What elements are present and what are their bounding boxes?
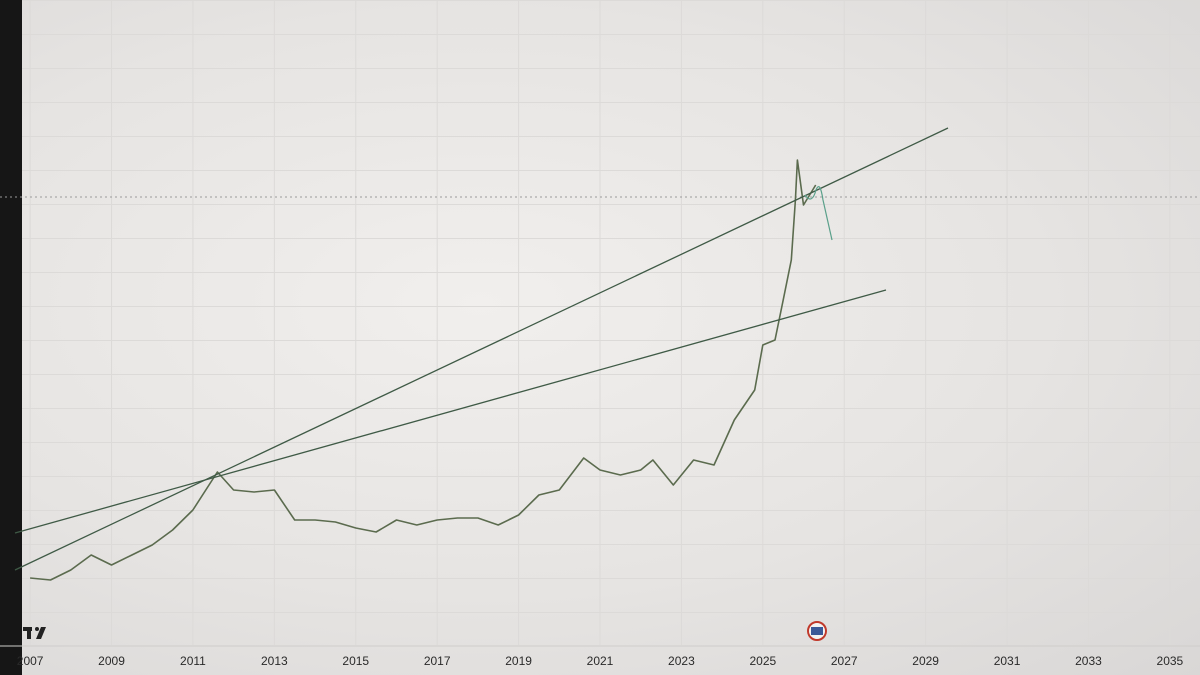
x-tick-label: 2035 [1157, 654, 1184, 668]
x-tick-label: 2025 [749, 654, 776, 668]
x-tick-label: 2027 [831, 654, 858, 668]
x-tick-label: 2021 [587, 654, 614, 668]
x-tick-label: 2007 [17, 654, 44, 668]
vertical-grid [29, 0, 1171, 645]
trend-line [14, 289, 887, 534]
x-tick-label: 2011 [180, 654, 206, 668]
x-tick-label: 2033 [1075, 654, 1102, 668]
x-tick-label: 2023 [668, 654, 695, 668]
flag-icon [807, 621, 827, 641]
plot [30, 159, 817, 581]
x-tick-label: 2031 [994, 654, 1021, 668]
screen-bezel [0, 0, 22, 675]
projection-sketch [804, 186, 833, 241]
x-tick-label: 2015 [342, 654, 369, 668]
x-tick-label: 2017 [424, 654, 451, 668]
price-line-series [30, 159, 817, 581]
x-tick-label: 2013 [261, 654, 288, 668]
tradingview-logo [23, 627, 46, 639]
x-tick-label: 2019 [505, 654, 532, 668]
trend-line [14, 127, 949, 571]
x-tick-label: 2009 [98, 654, 125, 668]
x-tick-label: 2029 [912, 654, 939, 668]
time-axis: 2007 2009 2011 2013 2015 2017 2019 2021 2023 2025… [17, 654, 1184, 668]
